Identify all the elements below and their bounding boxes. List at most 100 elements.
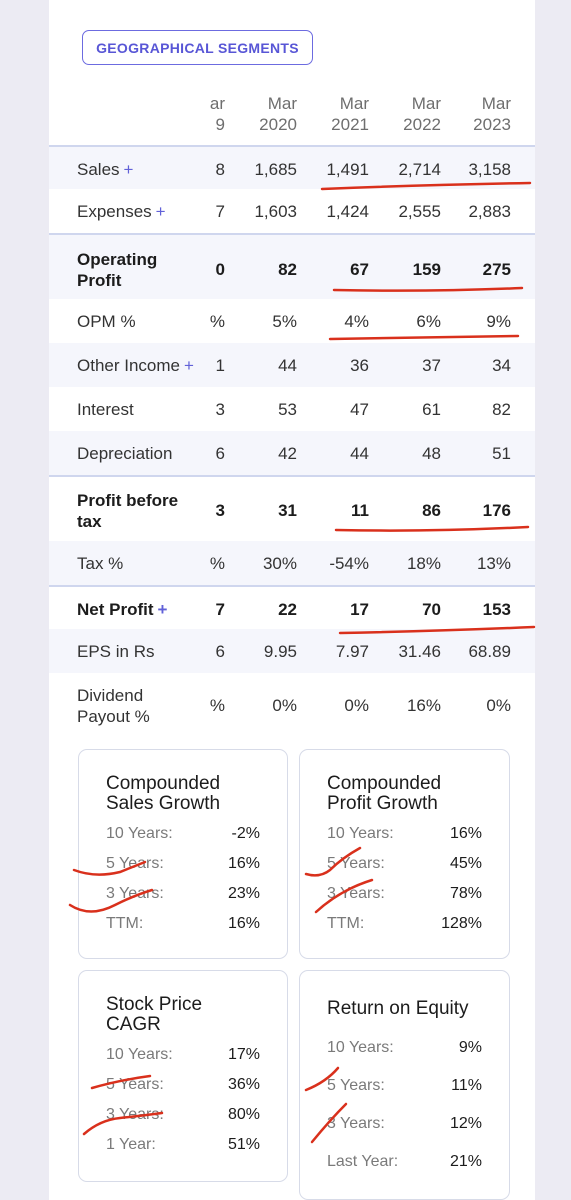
metric-label: 10 Years: [327,1039,394,1056]
table-cell: 8 [215,160,225,179]
table-cell: 16% [406,696,441,715]
table-cell: 1,424 [326,202,369,221]
table-cell: 44 [350,444,369,463]
table-cell: 1 [215,356,225,375]
box-title: Return on Equity [327,998,469,1019]
col-header-1-line1: Mar [267,94,297,113]
metric-value: 12% [449,1115,482,1132]
table-cell: 0 [215,260,225,279]
col-header-4-line1: Mar [481,94,511,113]
table-cell: 6 [215,444,225,463]
table-cell: 37 [422,356,441,375]
metric-label: 5 Years: [327,855,385,872]
table-row-dividend-payout: Dividend Payout % % 0% 0% 16% 0% [49,673,535,739]
table-cell: 9.95 [263,642,297,661]
col-header-3-line2: 2022 [403,115,441,134]
box-title-line2: Sales Growth [106,793,221,814]
metric-label: 3 Years: [327,885,385,902]
col-header-1-line2: 2020 [259,115,297,134]
table-cell: 82 [278,260,297,279]
table-cell: 53 [278,400,297,419]
table-cell: 18% [406,554,441,573]
metric-value: 36% [227,1076,260,1093]
table-row-other-income: Other Income + 1 44 36 37 34 [49,343,535,387]
table-cell: % [209,696,225,715]
table-cell: -54% [329,554,369,573]
metric-value: 21% [449,1153,482,1170]
table-cell: 176 [482,501,511,520]
table-cell: 0% [272,696,297,715]
metric-label: 3 Years: [106,885,164,902]
stock-price-cagr-box: Stock Price CAGR 10 Years: 17% 5 Years: … [78,970,288,1182]
row-label-expenses[interactable]: Expenses + [77,202,166,221]
metric-label: 10 Years: [106,1046,173,1063]
table-row-interest: Interest 3 53 47 61 82 [49,387,535,431]
box-title-line1: Compounded [327,773,442,794]
row-label-pbt-line1: Profit before [77,491,179,510]
table-cell: 70 [422,600,441,619]
table-cell: 61 [422,400,441,419]
table-cell: 4% [344,312,369,331]
compounded-sales-growth-box: Compounded Sales Growth 10 Years: -2% 5 … [78,749,288,959]
metric-value: 51% [227,1136,260,1153]
table-row-sales: Sales + 8 1,685 1,491 2,714 3,158 [49,145,535,189]
table-cell: 34 [492,356,511,375]
table-cell: 1,603 [254,202,297,221]
table-row-net-profit: Net Profit + 7 22 17 70 153 [49,585,535,629]
table-row-tax: Tax % % 30% -54% 18% 13% [49,541,535,585]
table-cell: 2,555 [398,202,441,221]
table-cell: 11 [351,501,369,520]
table-cell: 67 [350,260,369,279]
row-label-tax: Tax % [77,554,124,573]
table-cell: 47 [350,400,369,419]
table-cell: 3 [215,501,225,520]
expand-plus-icon[interactable]: + [155,202,166,221]
metric-label: 3 Years: [106,1106,164,1123]
col-header-3-line1: Mar [411,94,441,113]
return-on-equity-box: Return on Equity 10 Years: 9% 5 Years: 1… [299,970,510,1200]
row-label-other-income[interactable]: Other Income + [77,356,194,375]
profit-loss-card: GEOGRAPHICAL SEGMENTS ar 9 Mar 2020 Mar … [49,0,535,1200]
row-label-sales[interactable]: Sales + [77,160,134,179]
table-cell: % [209,554,225,573]
table-cell: 86 [422,501,441,520]
metric-label: 5 Years: [106,855,164,872]
metric-label: 10 Years: [106,825,173,842]
col-header-2-line1: Mar [339,94,369,113]
row-label-opm: OPM % [77,312,136,331]
geographical-segments-button[interactable]: GEOGRAPHICAL SEGMENTS [82,30,313,65]
metric-value: 45% [449,855,482,872]
row-label-eps: EPS in Rs [77,642,155,661]
metric-value: 17% [227,1046,260,1063]
box-title-line2: Profit Growth [327,793,438,814]
table-cell: % [209,312,225,331]
row-label-interest: Interest [77,400,134,419]
table-row-eps: EPS in Rs 6 9.95 7.97 31.46 68.89 [49,629,535,673]
table-cell: 31 [278,501,297,520]
col-header-0-line2: 9 [215,115,225,134]
expand-plus-icon[interactable]: + [157,600,168,619]
metric-label: TTM: [106,915,144,932]
table-cell: 48 [422,444,441,463]
metric-value: 16% [449,825,482,842]
box-title-line2: CAGR [106,1014,161,1035]
table-cell: 1,685 [254,160,297,179]
expand-plus-icon[interactable]: + [123,160,134,179]
metric-value: 16% [227,855,260,872]
expand-plus-icon[interactable]: + [184,356,194,375]
table-row-depreciation: Depreciation 6 42 44 48 51 [49,431,535,475]
row-label-depreciation: Depreciation [77,444,173,463]
table-cell: 0% [344,696,369,715]
metric-value: -2% [231,825,260,842]
table-cell: 2,883 [468,202,511,221]
table-cell: 82 [492,400,511,419]
table-cell: 6% [416,312,441,331]
metric-value: 11% [451,1077,482,1094]
table-cell: 9% [486,312,511,331]
metric-value: 23% [227,885,260,902]
box-title-line1: Stock Price [106,994,203,1015]
row-label-dividend-line1: Dividend [77,686,144,705]
table-cell: 0% [486,696,511,715]
table-header: ar 9 Mar 2020 Mar 2021 Mar 2022 Mar 2023 [49,90,535,142]
row-label-net-profit[interactable]: Net Profit + [77,600,168,619]
